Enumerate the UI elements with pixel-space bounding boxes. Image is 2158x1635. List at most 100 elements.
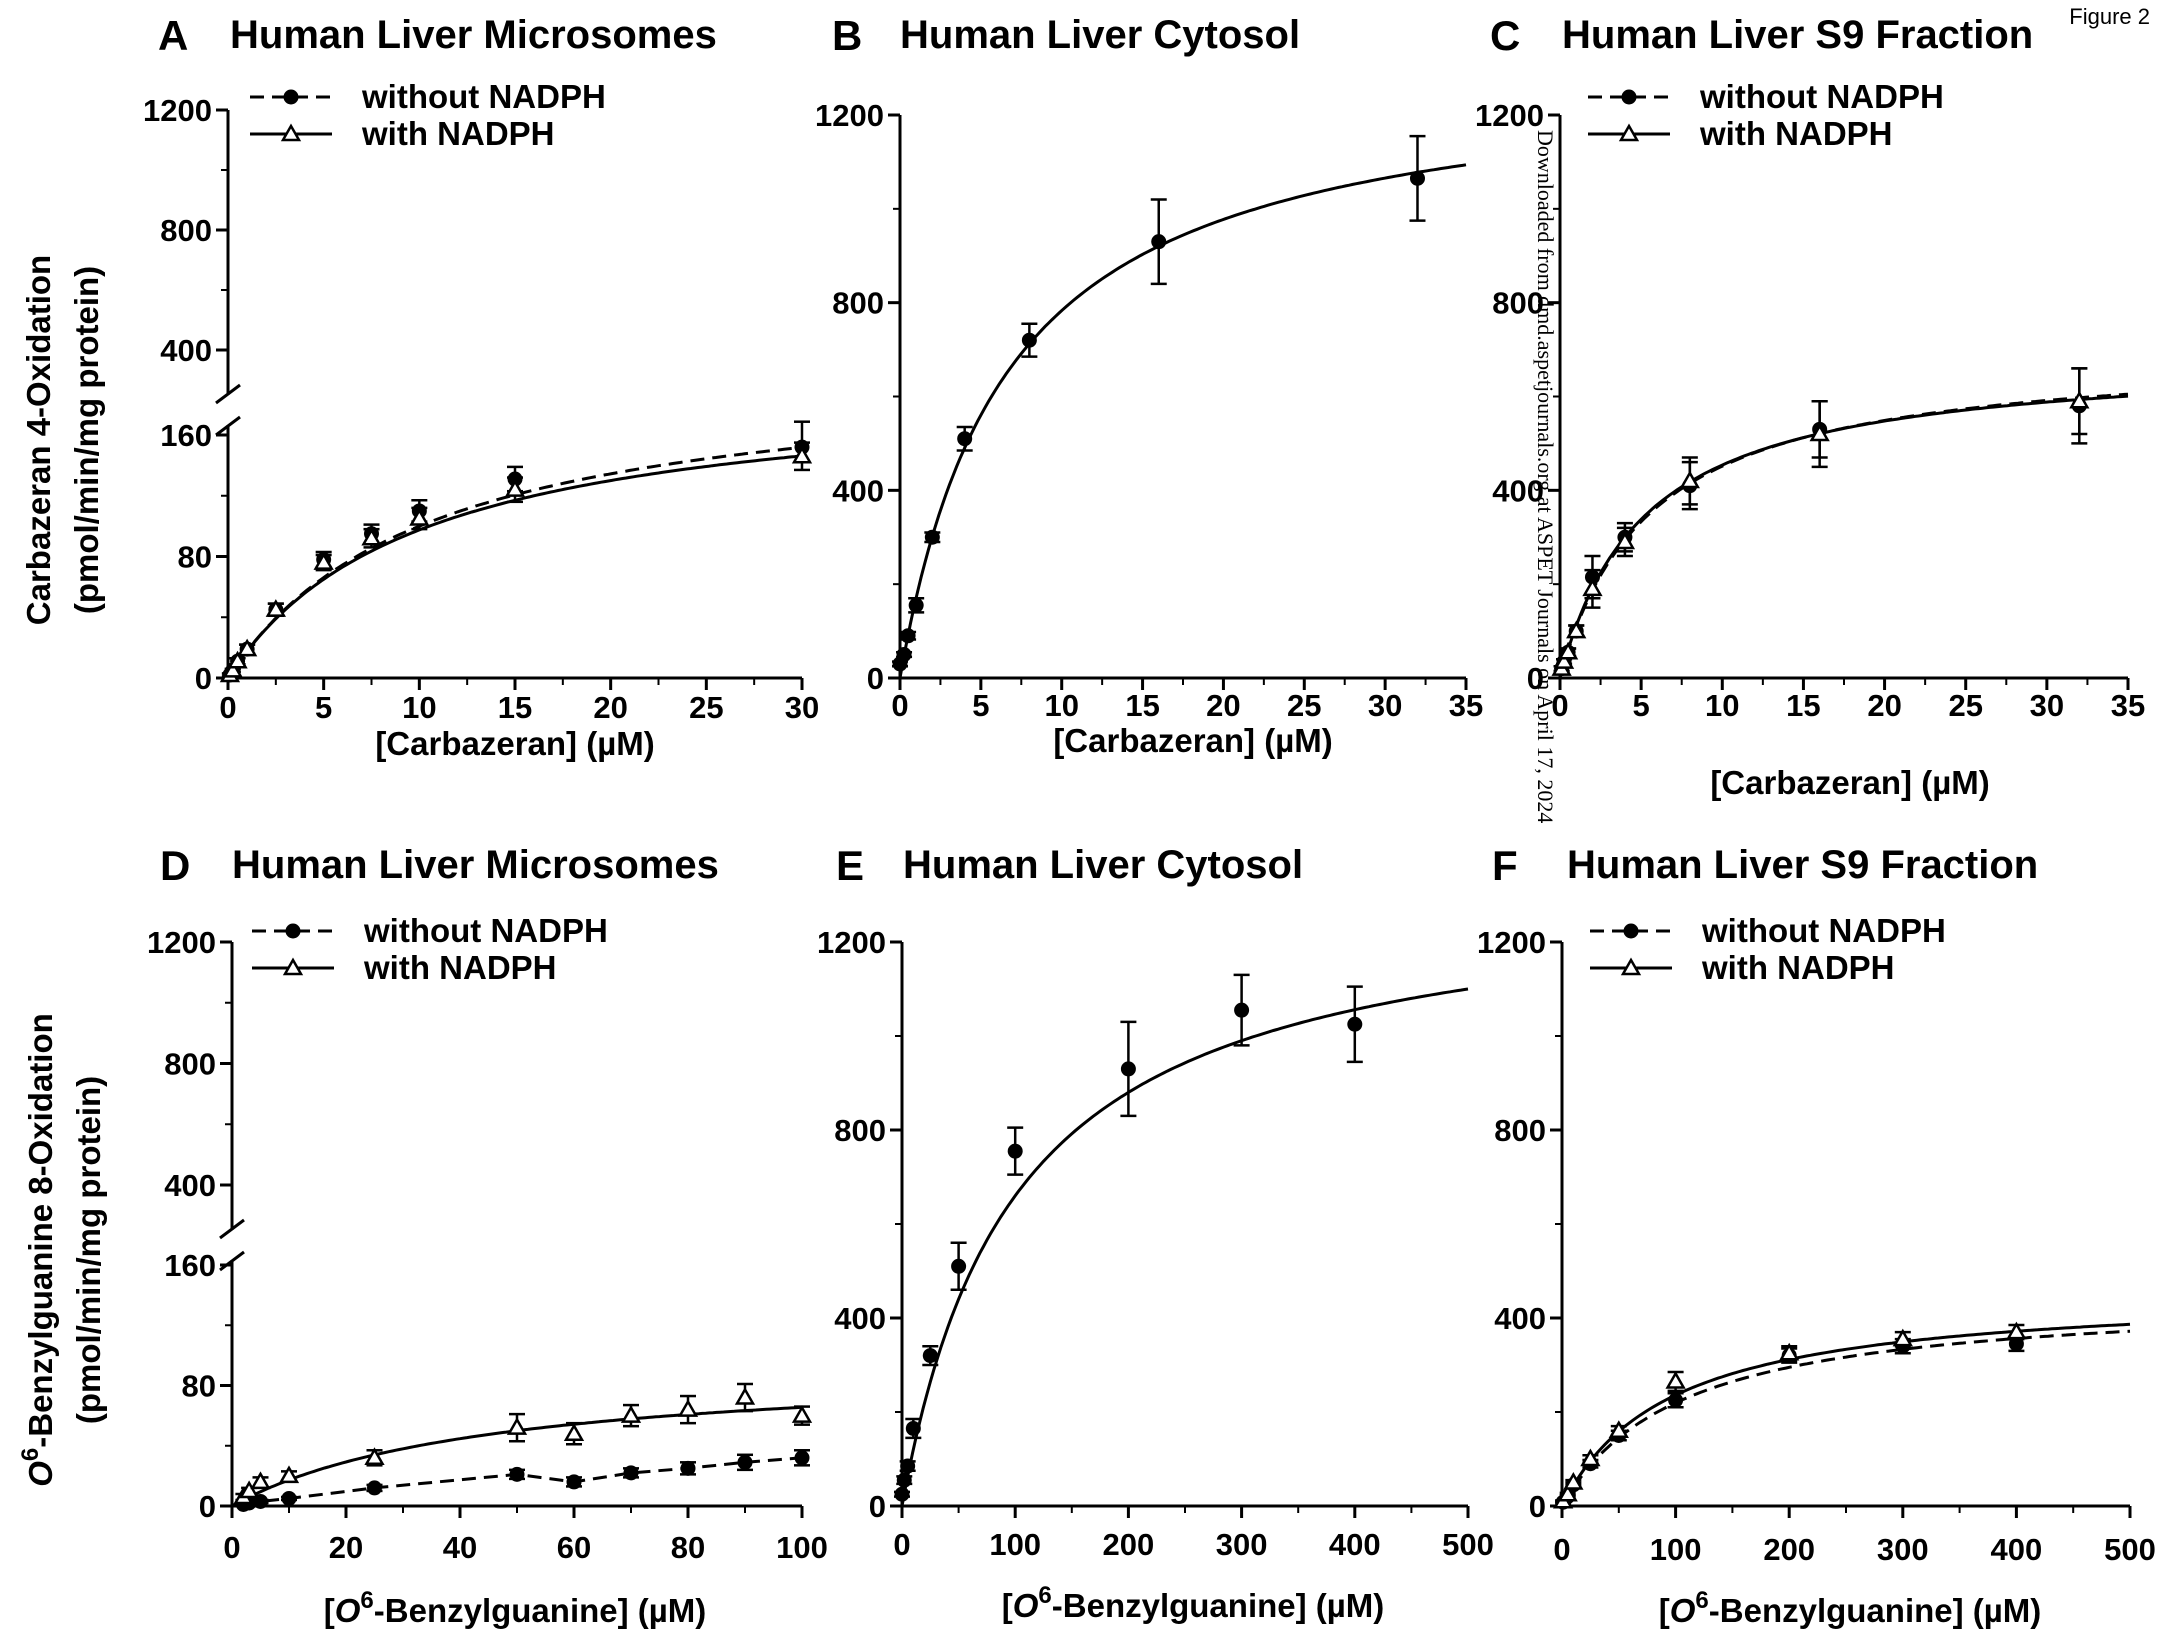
data-point-e-0-3 bbox=[905, 1420, 921, 1436]
data-point-f-1-1 bbox=[1557, 1483, 1578, 1502]
data-point-f-1-2 bbox=[1563, 1471, 1584, 1490]
axis-break-mark-top-d bbox=[219, 1218, 245, 1240]
data-point-a-1-2 bbox=[227, 650, 248, 669]
legend-marker-f-1 bbox=[1620, 957, 1642, 976]
data-point-d-1-1 bbox=[238, 1480, 260, 1499]
panel-e: E Human Liver Cytosol [O6-Benzylguanine]… bbox=[817, 842, 1494, 1624]
x-tick-label-a-0: 0 bbox=[219, 690, 236, 725]
x-tick-label-d-3: 60 bbox=[557, 1530, 591, 1565]
x-label-d-open: [ bbox=[324, 1592, 335, 1629]
x-tick-label-a-3: 15 bbox=[498, 690, 532, 725]
x-label-e-italic: O bbox=[1013, 1587, 1039, 1624]
panel-title-a: Human Liver Microsomes bbox=[230, 13, 717, 57]
y-axis-label-a-line2: (pmol/min/mg protein) bbox=[68, 266, 105, 614]
y-tick-label-a-1: 80 bbox=[178, 540, 212, 575]
data-point-e-0-1 bbox=[896, 1472, 912, 1488]
x-tick-label-d-0: 0 bbox=[223, 1530, 240, 1565]
y-tick-label-c-3: 1200 bbox=[1475, 98, 1544, 133]
data-point-d-1-3 bbox=[278, 1465, 300, 1484]
x-tick-label-b-4: 20 bbox=[1206, 688, 1240, 723]
data-point-c-1-6 bbox=[1679, 470, 1700, 489]
data-point-d-1-10 bbox=[791, 1405, 813, 1423]
y-tick-label-f-1: 400 bbox=[1494, 1301, 1546, 1336]
x-tick-label-c-7: 35 bbox=[2111, 688, 2145, 723]
x-tick-label-a-6: 30 bbox=[785, 690, 819, 725]
legend-marker-a-1 bbox=[280, 123, 302, 142]
x-tick-label-d-5: 100 bbox=[776, 1530, 828, 1565]
y-tick-label-c-2: 800 bbox=[1492, 286, 1544, 321]
y-tick-label-a-4: 800 bbox=[160, 213, 212, 248]
y-tick-label-d-3: 400 bbox=[164, 1168, 216, 1203]
y-tick-label-a-2: 160 bbox=[160, 418, 212, 453]
y-tick-label-e-0: 0 bbox=[869, 1489, 886, 1524]
x-label-e-rest: -Benzylguanine] (µM) bbox=[1052, 1587, 1385, 1624]
panel-a: A Human Liver Microsomes [Carbazeran] (µ… bbox=[20, 12, 819, 762]
data-point-d-0-10 bbox=[794, 1450, 810, 1466]
legend-marker-d-1 bbox=[282, 957, 304, 976]
x-tick-label-e-2: 200 bbox=[1103, 1527, 1155, 1562]
x-axis-label-e: [O6-Benzylguanine] (µM) bbox=[1002, 1582, 1385, 1624]
plot-area-c: 0 5 10 15 20 25 30 35 0 400 800 1200 without NADPHwi… bbox=[1475, 78, 2145, 723]
panel-letter-f: F bbox=[1492, 842, 1518, 889]
y-tick-label-b-1: 400 bbox=[832, 473, 884, 508]
x-label-d-italic: O bbox=[335, 1592, 361, 1629]
panel-letter-d: D bbox=[160, 842, 190, 889]
x-tick-label-b-0: 0 bbox=[891, 688, 908, 723]
y-tick-label-a-0: 0 bbox=[195, 661, 212, 696]
x-tick-label-c-0: 0 bbox=[1551, 688, 1568, 723]
data-point-c-1-4 bbox=[1582, 578, 1603, 597]
legend-label-f-1: with NADPH bbox=[1701, 949, 1895, 986]
data-point-e-0-8 bbox=[1234, 1002, 1250, 1018]
plot-area-e: 0 100 200 300 400 500 0 400 800 1200 bbox=[817, 925, 1494, 1562]
data-point-d-1-6 bbox=[563, 1423, 585, 1441]
y-tick-label-e-3: 1200 bbox=[817, 925, 886, 960]
plot-area-d: 0 20 40 60 80 100 0 80 160 400 800 1200 without NADP… bbox=[147, 912, 828, 1565]
x-tick-label-a-4: 20 bbox=[593, 690, 627, 725]
figure-label: Figure 2 bbox=[2069, 4, 2150, 29]
data-point-f-1-4 bbox=[1608, 1420, 1629, 1439]
panel-letter-e: E bbox=[836, 842, 864, 889]
x-tick-label-c-3: 15 bbox=[1786, 688, 1820, 723]
x-tick-label-f-2: 200 bbox=[1763, 1532, 1815, 1567]
series-line-f-0 bbox=[1560, 1329, 2131, 1507]
x-tick-label-b-3: 15 bbox=[1125, 688, 1159, 723]
panel-letter-a: A bbox=[158, 12, 188, 59]
data-point-e-0-7 bbox=[1120, 1061, 1136, 1077]
legend-marker-d-0 bbox=[285, 923, 301, 939]
legend-label-a-1: with NADPH bbox=[361, 115, 555, 152]
data-point-b-0-6 bbox=[1021, 332, 1037, 348]
x-tick-label-a-5: 25 bbox=[689, 690, 723, 725]
data-point-c-1-1 bbox=[1553, 651, 1575, 669]
plot-area-b: 0 5 10 15 20 25 30 35 0 400 800 1200 bbox=[815, 98, 1483, 723]
x-tick-label-f-3: 300 bbox=[1877, 1532, 1929, 1567]
data-point-a-1-5 bbox=[313, 552, 334, 570]
data-point-d-0-5 bbox=[509, 1466, 525, 1482]
y-tick-label-d-1: 80 bbox=[182, 1369, 216, 1404]
data-point-b-0-3 bbox=[908, 597, 924, 613]
series-line-e-0 bbox=[900, 987, 1469, 1507]
panel-title-e: Human Liver Cytosol bbox=[903, 843, 1303, 887]
data-point-c-1-5 bbox=[1614, 531, 1636, 550]
panel-letter-b: B bbox=[832, 12, 862, 59]
x-label-d-rest: -Benzylguanine] (µM) bbox=[374, 1592, 707, 1629]
y-tick-label-c-0: 0 bbox=[1527, 661, 1544, 696]
data-point-e-0-2 bbox=[900, 1458, 916, 1474]
x-tick-label-c-1: 5 bbox=[1633, 688, 1650, 723]
legend-label-c-1: with NADPH bbox=[1699, 115, 1893, 152]
data-point-d-0-7 bbox=[623, 1465, 639, 1481]
data-point-b-0-1 bbox=[896, 647, 912, 663]
x-label-f-italic: O bbox=[1670, 1592, 1696, 1629]
panel-title-b: Human Liver Cytosol bbox=[900, 13, 1300, 57]
x-tick-label-d-1: 20 bbox=[329, 1530, 363, 1565]
series-line-f-1 bbox=[1560, 1322, 2131, 1507]
data-point-d-0-8 bbox=[680, 1460, 696, 1476]
data-point-b-0-7 bbox=[1151, 234, 1167, 250]
data-point-d-0-9 bbox=[737, 1454, 753, 1470]
axis-break-mark-top-a bbox=[215, 383, 241, 405]
y-axis-label-d-line2: (pmol/min/mg protein) bbox=[70, 1076, 107, 1424]
x-axis-label-c: [Carbazeran] (µM) bbox=[1710, 764, 1989, 801]
data-point-e-0-6 bbox=[1007, 1143, 1023, 1159]
data-point-d-0-6 bbox=[566, 1474, 582, 1490]
y-label-d-italic: O bbox=[22, 1461, 59, 1487]
data-point-a-1-4 bbox=[265, 599, 286, 617]
